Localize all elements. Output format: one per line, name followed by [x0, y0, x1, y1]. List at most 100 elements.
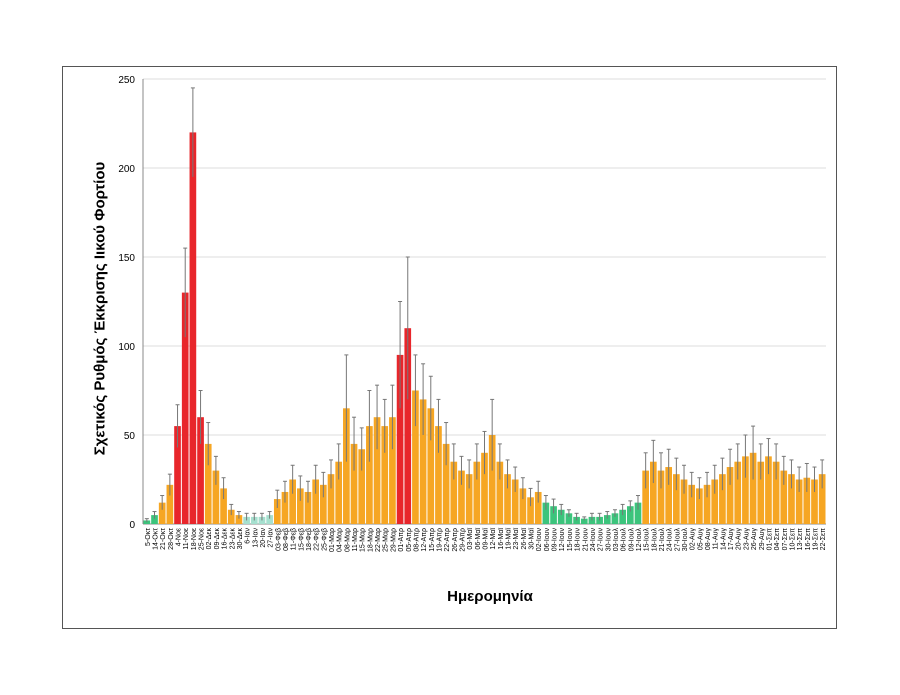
- bar: [749, 452, 757, 524]
- x-tick-label: 20-Ιαν: [260, 528, 267, 548]
- x-tick-label: 17-Αυγ: [728, 528, 735, 551]
- bar: [450, 461, 458, 524]
- bar: [343, 408, 350, 524]
- y-tick-label: 250: [118, 75, 135, 86]
- bar: [427, 408, 435, 524]
- x-tick-label: 15-Ιουν: [567, 528, 574, 552]
- x-tick-label: 03-Μαϊ: [467, 528, 474, 550]
- x-tick-label: 22-Φεβ: [314, 528, 321, 551]
- bar: [703, 484, 711, 524]
- bar: [772, 461, 780, 524]
- x-tick-label: 22-Σεπ: [820, 528, 827, 551]
- x-tick-label: 21-Οκτ: [160, 528, 167, 550]
- x-tick-label: 08-Μαρ: [344, 528, 351, 552]
- x-tick-label: 27-Ιουν: [598, 528, 605, 552]
- bar: [412, 390, 419, 524]
- x-tick-label: 01-Απρ: [398, 528, 405, 552]
- bar: [780, 470, 788, 524]
- x-tick-label: 18-Ιουν: [575, 528, 582, 552]
- x-tick-label: 03-Ιουλ: [613, 528, 620, 552]
- bar: [542, 502, 550, 524]
- bar: [788, 474, 795, 524]
- x-tick-label: 23-Μαϊ: [513, 528, 520, 550]
- bar: [534, 491, 542, 524]
- x-tick-label: 19-Απρ: [436, 528, 443, 552]
- bar: [304, 491, 312, 524]
- y-tick-label: 100: [118, 342, 135, 353]
- x-tick-label: 14-Οκτ: [153, 528, 160, 550]
- y-tick-label: 50: [124, 431, 136, 442]
- bar: [619, 509, 626, 524]
- x-tick-label: 18-Ιουλ: [651, 528, 658, 552]
- x-tick-label: 15-Απρ: [429, 528, 436, 552]
- x-tick-label: 13-Σεπ: [797, 528, 804, 551]
- x-tick-label: 01-Μαρ: [329, 528, 336, 552]
- bar: [757, 461, 765, 524]
- bar: [419, 399, 427, 524]
- x-tick-label: 18-Μαρ: [367, 528, 374, 552]
- bar: [496, 461, 504, 524]
- bar: [726, 467, 734, 524]
- x-tick-label: 06-Ιουν: [544, 528, 551, 552]
- x-tick-label: 25-Φεβ: [321, 528, 328, 551]
- x-tick-label: 15-Μαρ: [360, 528, 367, 552]
- x-tick-label: 24-Ιουν: [590, 528, 597, 552]
- x-tick-label: 30-Ιουν: [605, 528, 612, 552]
- bar: [435, 426, 442, 524]
- bar: [220, 488, 227, 524]
- bar: [197, 417, 204, 524]
- bar: [181, 292, 189, 524]
- bar: [818, 474, 826, 524]
- x-tick-label: 22-Απρ: [444, 528, 451, 552]
- x-tick-label: 27-Ιαν: [268, 528, 275, 548]
- x-tick-label: 16-Δεκ: [222, 528, 229, 550]
- x-tick-label: 03-Φεβ: [275, 528, 282, 551]
- x-tick-label: 05-Αυγ: [697, 528, 704, 551]
- bar: [642, 470, 649, 524]
- bar: [404, 328, 412, 524]
- x-tick-label: 23-Δεκ: [229, 528, 236, 550]
- bar: [212, 470, 220, 524]
- bar: [657, 470, 665, 524]
- bar: [734, 461, 742, 524]
- bar: [281, 491, 289, 524]
- x-tick-label: 09-Ιουν: [552, 528, 559, 552]
- bar: [458, 470, 465, 524]
- bar: [396, 354, 404, 524]
- bar: [649, 461, 657, 524]
- x-tick-label: 09-Δεκ: [214, 528, 221, 550]
- bar: [320, 484, 327, 524]
- x-tick-label: 12-Ιουν: [559, 528, 566, 552]
- x-tick-label: 09-Μαϊ: [483, 528, 490, 550]
- x-tick-label: 06-Ιουλ: [621, 528, 628, 552]
- bar: [665, 467, 673, 524]
- bar: [366, 426, 373, 524]
- x-tick-label: 07-Σεπ: [782, 528, 789, 551]
- x-tick-label: 15-Ιουλ: [644, 528, 651, 552]
- bar: [765, 456, 772, 524]
- bar: [227, 509, 235, 524]
- x-tick-label: 18-Νοε: [191, 528, 198, 550]
- bar: [550, 506, 557, 524]
- x-tick-label: 27-Ιουλ: [674, 528, 681, 552]
- bar: [511, 479, 519, 524]
- x-tick-label: 21-Ιουν: [582, 528, 589, 552]
- bar: [527, 497, 534, 524]
- x-tick-label: 21-Ιουλ: [659, 528, 666, 552]
- y-tick-label: 200: [118, 164, 135, 175]
- bar: [611, 513, 619, 524]
- x-tick-label: 29-Απρ: [459, 528, 466, 552]
- x-tick-label: 12-Ιουλ: [636, 528, 643, 552]
- x-tick-label: 19-Σεπ: [812, 528, 819, 551]
- bar: [296, 488, 304, 524]
- bar: [289, 479, 296, 524]
- x-tick-label: 11-Αυγ: [713, 528, 720, 550]
- x-tick-label: 30-Ιουλ: [682, 528, 689, 552]
- bar: [481, 452, 488, 524]
- x-tick-label: 28-Οκτ: [168, 528, 175, 550]
- chart-frame: [62, 66, 837, 629]
- bar: [696, 488, 703, 524]
- bar: [312, 479, 320, 524]
- x-tick-label: 24-Ιουλ: [667, 528, 674, 552]
